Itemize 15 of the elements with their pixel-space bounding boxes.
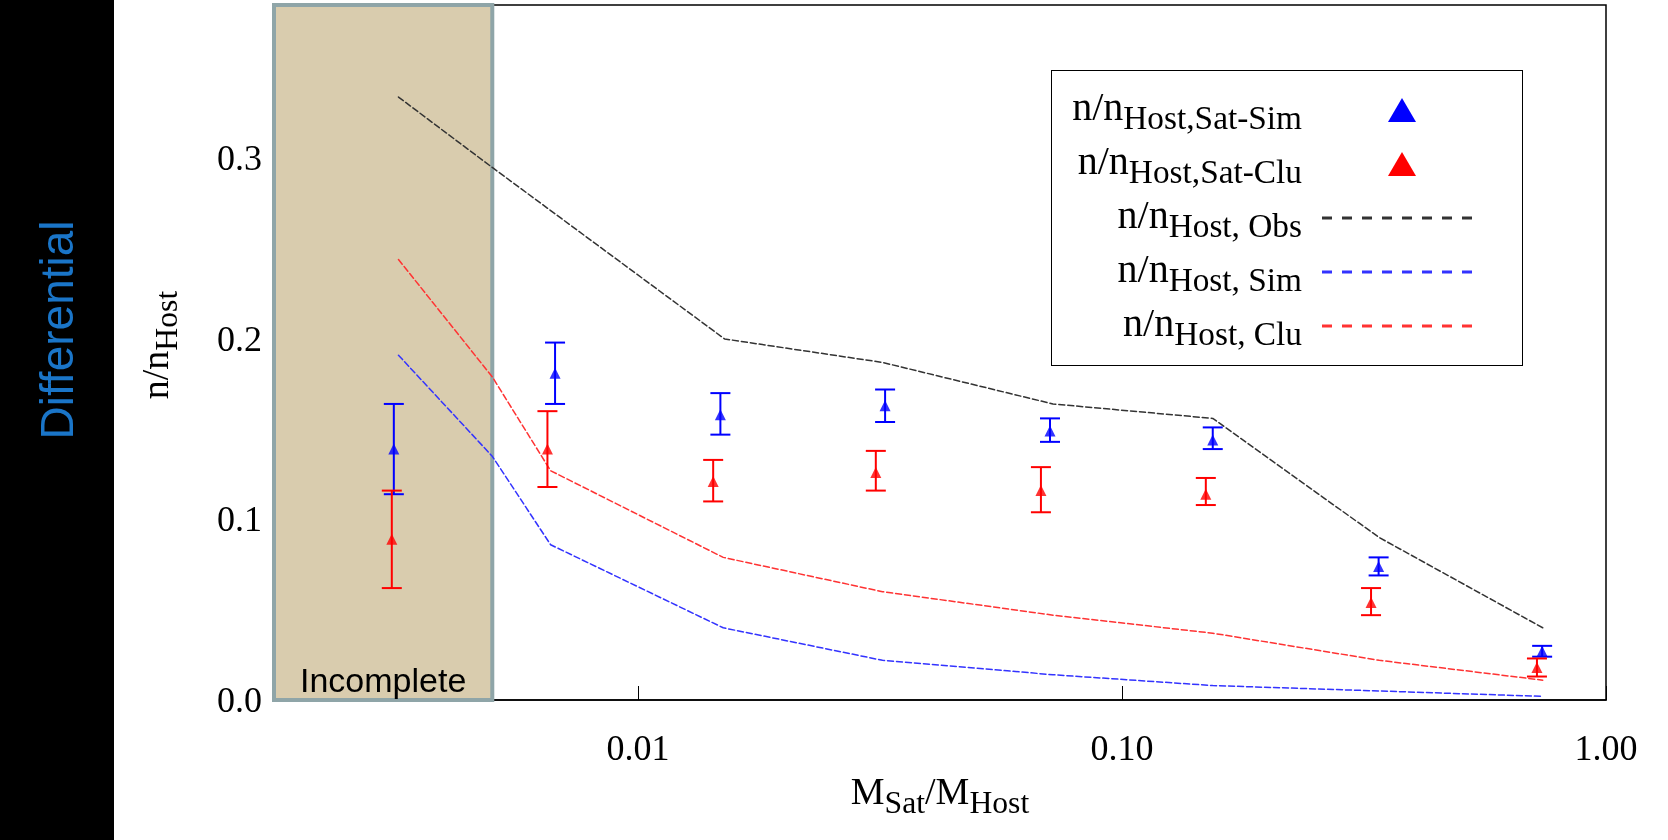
legend-label: n/n$_{Host, Obs}$ bbox=[1117, 191, 1302, 245]
legend-label: n/n$_{Host,Sat-Clu}$ bbox=[1077, 137, 1302, 191]
x-tick-label: 0.10 bbox=[1090, 728, 1154, 768]
legend-label: n/n$_{Host, Sim}$ bbox=[1117, 245, 1302, 299]
x-tick-label: 1.00 bbox=[1574, 728, 1638, 768]
legend-label: n/n$_{Host, Clu}$ bbox=[1123, 299, 1302, 353]
side-panel: Differential bbox=[0, 0, 114, 840]
y-tick-label: 0.2 bbox=[217, 318, 262, 359]
y-tick-label: 0.0 bbox=[217, 680, 262, 720]
x-axis-title: M$_{Sat}$/M$_{Host}$ bbox=[850, 769, 1030, 821]
band-label: Incomplete bbox=[299, 661, 467, 699]
y-tick-label: 0.3 bbox=[217, 138, 262, 179]
y-tick-label: 0.1 bbox=[217, 499, 262, 540]
x-tick-label: 0.01 bbox=[606, 728, 670, 768]
legend-label: n/n$_{Host,Sat-Sim}$ bbox=[1072, 83, 1302, 137]
